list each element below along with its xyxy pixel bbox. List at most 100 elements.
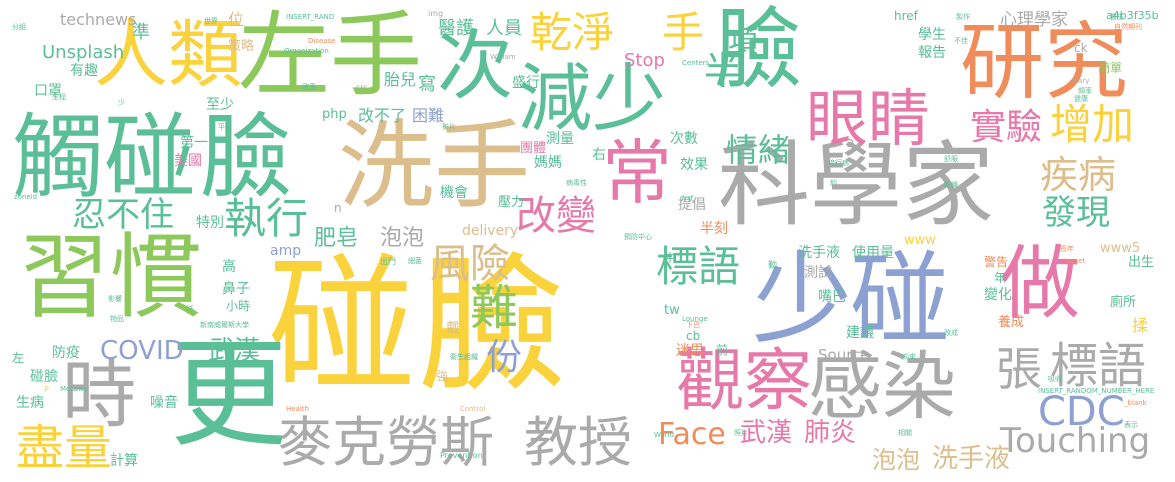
word-cloud-word: 機會 — [440, 185, 468, 201]
word-cloud-word: 項 — [728, 25, 758, 60]
word-cloud-word: 警告 — [984, 255, 1009, 269]
word-cloud-word: 人員 — [486, 18, 522, 39]
word-cloud-word: 建議 — [846, 325, 874, 341]
word-cloud-word: 第一 — [180, 135, 208, 151]
word-cloud-word: 不佳 — [954, 37, 968, 45]
word-cloud-word: 感染 — [808, 344, 956, 430]
word-cloud-word: 疾病 — [1040, 153, 1117, 197]
word-cloud-word: 策略 — [228, 39, 255, 54]
word-cloud-word: 武漢 — [208, 336, 261, 366]
word-cloud-word: 媽媽 — [534, 155, 562, 171]
word-cloud-word: 全程 — [52, 93, 66, 101]
word-cloud-word: 有趣 — [70, 63, 98, 79]
word-cloud-word: technews — [60, 10, 137, 29]
word-cloud-word: 肺炎 — [804, 418, 857, 448]
word-cloud-word: 托 — [186, 305, 194, 314]
word-cloud-word: 碰 — [268, 240, 416, 412]
word-cloud-word: 教授 — [524, 411, 632, 474]
word-cloud-word: Touching — [1000, 421, 1151, 461]
word-cloud-word: 標語 — [656, 242, 741, 291]
word-cloud-word: 影響 — [108, 295, 122, 303]
word-cloud-word: 少 — [118, 99, 125, 107]
word-cloud-word: 測量 — [546, 131, 574, 147]
word-cloud-word: 變化 — [984, 287, 1012, 303]
word-cloud-word: delivery — [462, 223, 519, 239]
word-cloud-word: 左手 — [238, 2, 423, 109]
word-cloud-word: 時 — [62, 352, 136, 438]
word-cloud-word: 發現 — [1042, 193, 1110, 233]
word-cloud-word: 簡單 — [1098, 61, 1123, 75]
word-cloud-word: 泡泡 — [872, 446, 920, 474]
word-cloud-word: 碰 — [850, 241, 950, 358]
word-cloud-word: Organization — [284, 47, 329, 55]
word-cloud-word: 眼睛 — [806, 82, 931, 155]
word-cloud-word: 口罩 — [34, 83, 62, 99]
word-cloud-word: 表示 — [1124, 421, 1138, 429]
word-cloud-word: 戴 — [446, 321, 460, 337]
word-cloud-word: 肥皂 — [314, 226, 359, 251]
word-cloud-word: php — [322, 107, 347, 122]
word-cloud-word: 減少 — [518, 56, 666, 142]
word-cloud-word: 嘴巴 — [818, 289, 846, 305]
word-cloud-word: 生病 — [16, 395, 44, 411]
word-cloud-word: 使用量 — [852, 245, 894, 261]
word-cloud-word: img — [428, 9, 444, 18]
word-cloud-word: 準 — [132, 22, 150, 43]
word-cloud-word: cb — [686, 329, 701, 343]
word-cloud-word: 向來 — [902, 353, 916, 361]
word-cloud-word: 胎兒 — [384, 70, 417, 89]
word-cloud-word: 養成 — [998, 315, 1025, 330]
word-cloud-word: 更 — [170, 325, 289, 463]
word-cloud-word: 壓力 — [498, 195, 525, 210]
word-cloud-word: 物品 — [110, 315, 124, 323]
word-cloud-word: tw — [664, 303, 680, 318]
word-cloud-word: 提倡 — [678, 197, 706, 213]
word-cloud-word: Control — [460, 405, 486, 413]
word-cloud-word: 難 — [470, 280, 519, 336]
word-cloud-word: 位 — [228, 10, 245, 29]
word-cloud-word: 碰臉 — [30, 369, 58, 385]
word-cloud-word: 張 — [996, 342, 1042, 396]
word-cloud-word: 平均 — [218, 123, 232, 131]
word-cloud-word: 政策 — [302, 83, 316, 91]
word-cloud-word: amp — [270, 243, 302, 259]
word-cloud-word: William — [490, 53, 516, 61]
word-cloud-word: 防疫 — [52, 345, 80, 361]
word-cloud-word: 廁所 — [1110, 295, 1137, 310]
word-cloud-word: 製作 — [956, 13, 970, 21]
word-cloud-word: 強 — [436, 369, 449, 383]
word-cloud-word: 常 — [602, 132, 672, 214]
word-cloud-word: 前 — [716, 343, 729, 357]
word-cloud-word: www — [904, 233, 936, 248]
word-cloud-word: 特別 — [196, 215, 224, 231]
word-cloud-word: target — [1064, 257, 1086, 265]
word-cloud-word: Mary — [1072, 77, 1090, 85]
word-cloud-word: 報告 — [918, 45, 946, 61]
word-cloud-word: 學生 — [918, 27, 946, 43]
word-cloud-word: href — [894, 9, 918, 23]
word-cloud-word: 實驗 — [970, 107, 1043, 148]
word-cloud-word: 左 — [12, 351, 25, 365]
word-cloud-word: McLaws — [60, 385, 88, 393]
word-cloud-word: www5 — [1100, 241, 1141, 256]
word-cloud-word: 觸碰 — [12, 104, 197, 211]
word-cloud-word: 觀察 — [676, 342, 813, 421]
word-cloud-word: Source — [818, 346, 870, 364]
word-cloud-word: Prevention — [440, 451, 483, 460]
word-cloud-word: a4b3f35b — [1106, 9, 1159, 22]
word-cloud-word: 洗手 — [338, 110, 530, 222]
word-cloud-word: 下巴 — [686, 321, 700, 329]
word-cloud-word: 小時 — [226, 299, 251, 313]
word-cloud-word: 心理學家 — [1000, 10, 1068, 30]
word-cloud-word: 團體 — [520, 141, 547, 156]
word-cloud-word: 高 — [222, 259, 236, 275]
word-cloud-word: CDC — [1038, 389, 1125, 435]
word-cloud-word: 相關 — [898, 429, 912, 437]
word-cloud-word: 增加 — [1050, 100, 1135, 149]
word-cloud-word: 至少 — [206, 97, 234, 113]
word-cloud-word: 細菌 — [408, 257, 422, 265]
word-cloud-word: 臉 — [200, 104, 293, 211]
word-cloud-word: a — [846, 135, 855, 151]
word-cloud-word: 忍不住 — [72, 195, 174, 235]
word-cloud-word: 執行 — [224, 194, 309, 243]
